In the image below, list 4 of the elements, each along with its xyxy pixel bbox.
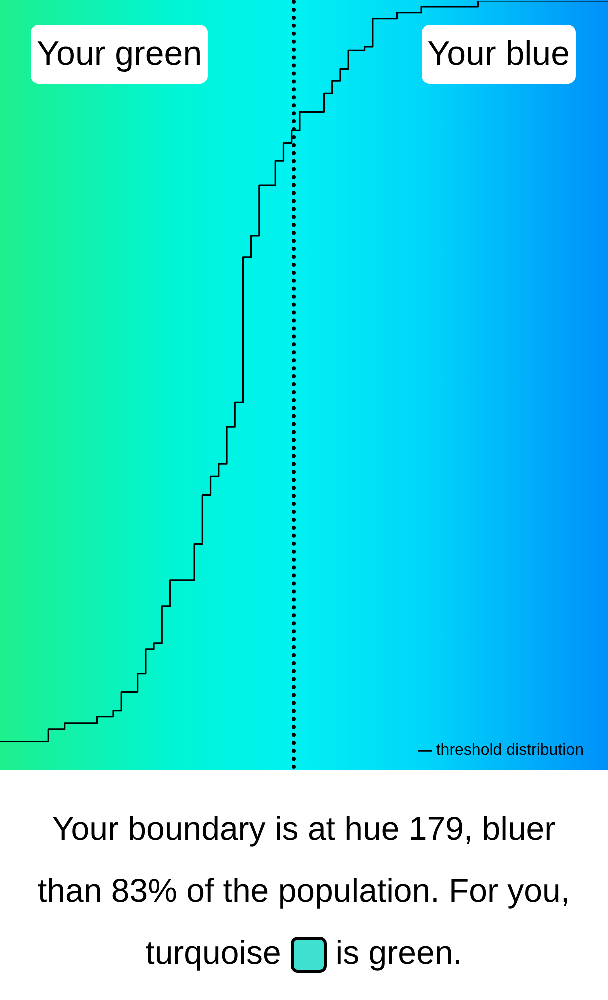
- annotation: Your green: [31, 25, 208, 84]
- annotation: Your blue: [422, 25, 576, 84]
- text: is green.: [336, 934, 462, 971]
- legend-label: threshold distribution: [436, 742, 584, 759]
